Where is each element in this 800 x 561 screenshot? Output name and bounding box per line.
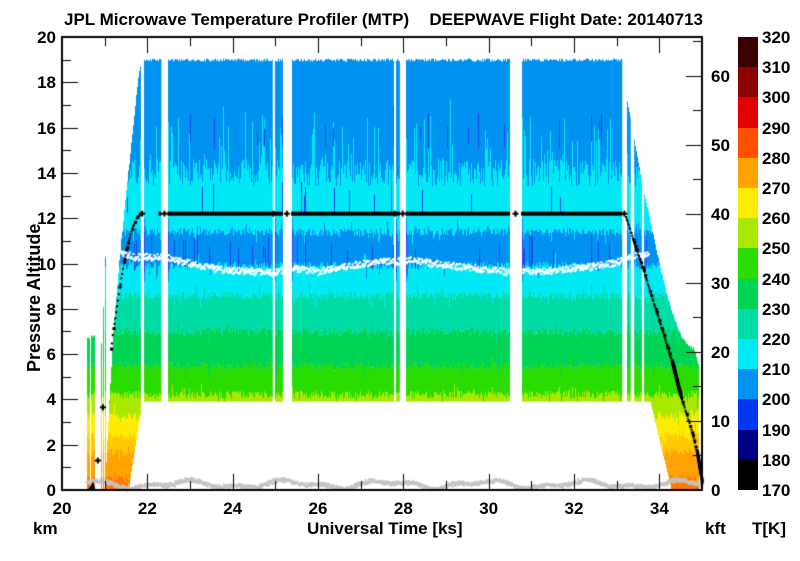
colorbar-title: T[K] <box>752 519 786 538</box>
colorbar-tick-label: 290 <box>762 118 791 138</box>
colorbar-band-170-180 <box>738 459 758 491</box>
y-axis-tick-label: 12 <box>37 209 56 229</box>
colorbar-tick-label: 200 <box>762 390 791 410</box>
colorbar-band-220-230 <box>738 308 758 340</box>
colorbar-band-260-270 <box>738 188 758 219</box>
y-axis-tick-label: 8 <box>46 299 56 319</box>
x-axis-tick-label: 24 <box>223 499 243 518</box>
x-axis-tick-label: 30 <box>479 499 499 518</box>
x-axis-tick-label: 28 <box>393 499 413 518</box>
x-axis-tick-label: 34 <box>649 499 669 518</box>
kft-axis-tick-label: 60 <box>711 66 730 86</box>
colorbar-tick-label: 280 <box>762 148 791 168</box>
kft-axis-tick-label: 30 <box>711 273 730 293</box>
temperature-colorbar <box>738 37 758 491</box>
colorbar-tick-label: 250 <box>762 239 791 259</box>
y-axis-tick-label: 0 <box>46 481 56 500</box>
colorbar-tick-label: 220 <box>762 330 791 349</box>
y-axis-tick-label: 10 <box>37 254 56 274</box>
x-axis-tick-label: 22 <box>137 499 157 518</box>
flight-date-title: DEEPWAVE Flight Date: 20140713 <box>429 10 703 29</box>
colorbar-tick-label: 320 <box>762 28 791 47</box>
colorbar-band-230-240 <box>738 278 758 309</box>
y-axis-tick-label: 16 <box>37 118 56 138</box>
kft-axis-tick-label: 20 <box>711 342 730 362</box>
kft-axis-tick-label: 40 <box>711 204 730 224</box>
colorbar-band-290-300 <box>738 97 758 128</box>
colorbar-band-250-260 <box>738 218 758 249</box>
colorbar-band-180-190 <box>738 429 758 460</box>
y-axis-tick-label: 20 <box>37 28 56 47</box>
kft-axis-tick-label: 10 <box>711 411 730 431</box>
x-axis-tick-label: 20 <box>52 499 72 518</box>
plot-title: JPL Microwave Temperature Profiler (MTP) <box>64 10 410 29</box>
y-axis-tick-label: 14 <box>37 163 56 183</box>
kft-axis-tick-label: 50 <box>711 135 730 155</box>
y-axis-unit-km: km <box>33 519 58 538</box>
x-axis-label: Universal Time [ks] <box>307 519 463 538</box>
x-axis-tick-label: 26 <box>308 499 328 518</box>
colorbar-tick-label: 170 <box>762 481 791 500</box>
colorbar-band-280-290 <box>738 127 758 158</box>
colorbar-band-310-320 <box>738 37 758 68</box>
colorbar-tick-label: 260 <box>762 209 791 229</box>
colorbar-band-210-220 <box>738 339 758 370</box>
colorbar-tick-label: 210 <box>762 360 791 380</box>
colorbar-tick-label: 270 <box>762 179 791 198</box>
y-axis-tick-label: 2 <box>46 435 56 455</box>
colorbar-tick-label: 190 <box>762 420 791 440</box>
y-axis-unit-kft: kft <box>705 519 726 538</box>
colorbar-tick-label: 300 <box>762 88 791 108</box>
y-axis-tick-label: 6 <box>46 345 56 365</box>
colorbar-tick-label: 180 <box>762 450 791 470</box>
colorbar-band-300-310 <box>738 67 758 98</box>
colorbar-tick-label: 230 <box>762 299 791 319</box>
y-axis-tick-label: 4 <box>46 390 56 410</box>
colorbar-band-240-250 <box>738 248 758 279</box>
x-axis-tick-label: 32 <box>564 499 584 518</box>
colorbar-tick-label: 310 <box>762 58 791 78</box>
y-axis-tick-label: 18 <box>37 73 56 93</box>
colorbar-tick-label: 240 <box>762 269 791 289</box>
kft-axis-tick-label: 0 <box>711 481 721 500</box>
colorbar-band-190-200 <box>738 399 758 430</box>
colorbar-band-270-280 <box>738 157 758 189</box>
colorbar-band-200-210 <box>738 369 758 400</box>
